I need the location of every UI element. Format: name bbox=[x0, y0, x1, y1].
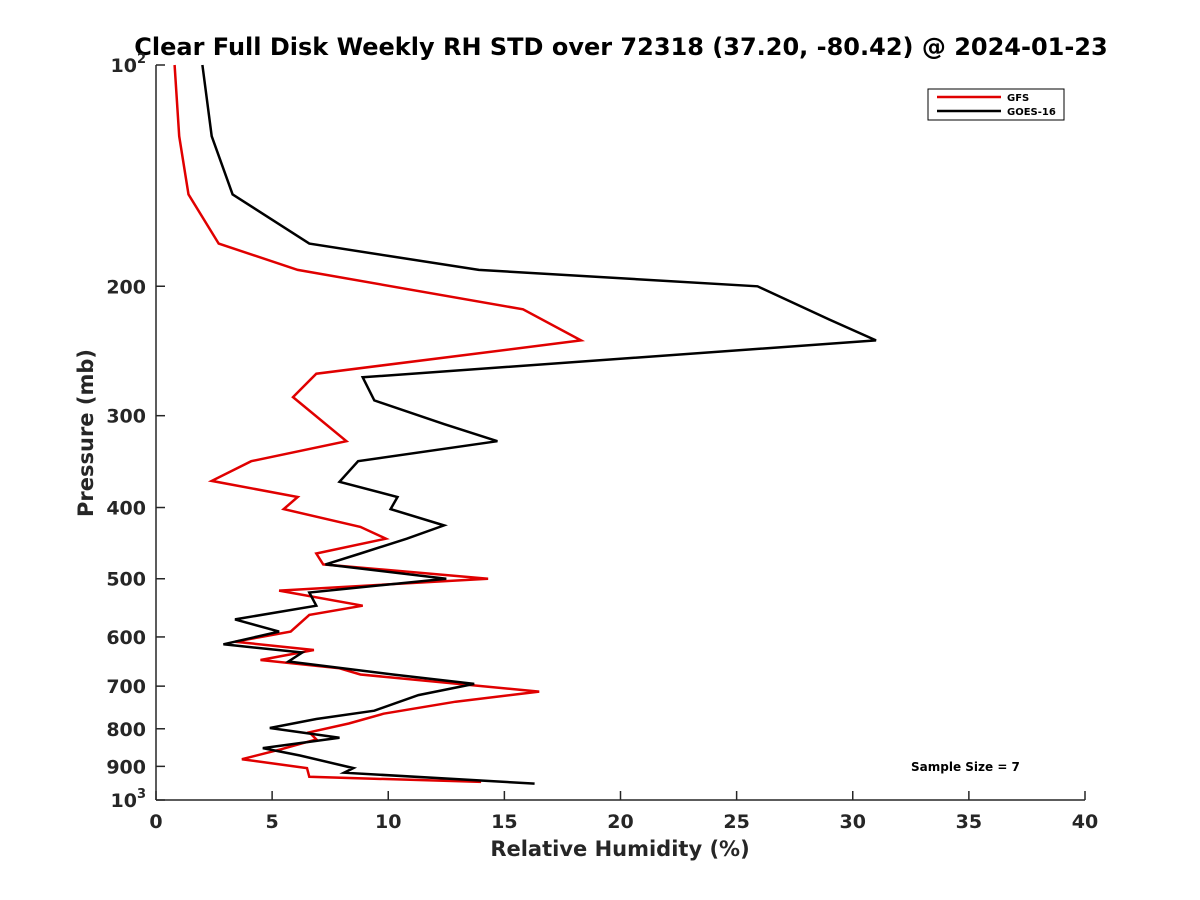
chart-title: Clear Full Disk Weekly RH STD over 72318… bbox=[134, 33, 1107, 61]
y-tick-label: 800 bbox=[106, 719, 146, 741]
x-tick-label: 25 bbox=[723, 811, 749, 833]
y-tick-label: 700 bbox=[106, 676, 146, 698]
series-line-gfs bbox=[173, 64, 586, 784]
x-tick-label: 15 bbox=[491, 811, 517, 833]
series-layer bbox=[173, 64, 877, 785]
y-tick-label: 300 bbox=[106, 406, 146, 428]
x-tick-label: 5 bbox=[266, 811, 279, 833]
y-axis-label: Pressure (mb) bbox=[74, 349, 98, 517]
y-tick-label: 102 bbox=[111, 52, 147, 77]
x-tick-label: 35 bbox=[956, 811, 982, 833]
y-tick-label: 200 bbox=[106, 276, 146, 298]
y-tick-label: 500 bbox=[106, 569, 146, 591]
y-tick-label: 600 bbox=[106, 627, 146, 649]
legend-label-gfs: GFS bbox=[1007, 93, 1029, 104]
y-tick-label: 103 bbox=[111, 787, 147, 812]
x-tick-label: 30 bbox=[840, 811, 866, 833]
x-tick-label: 0 bbox=[149, 811, 162, 833]
x-axis-ticks: 0 5 10 15 20 25 30 35 40 bbox=[149, 791, 1098, 833]
x-tick-label: 20 bbox=[607, 811, 633, 833]
x-tick-label: 10 bbox=[375, 811, 401, 833]
x-tick-label: 40 bbox=[1072, 811, 1098, 833]
y-tick-label: 900 bbox=[106, 756, 146, 778]
y-axis-ticks: 102 200 300 400 500 600 700 800 900 103 bbox=[106, 52, 165, 812]
plot-area bbox=[155, 65, 1085, 801]
legend: GFS GOES-16 bbox=[927, 88, 1065, 121]
series-line-goes-16 bbox=[201, 64, 877, 785]
legend-box bbox=[927, 88, 1065, 121]
x-axis-label: Relative Humidity (%) bbox=[490, 837, 749, 861]
sample-size-annotation: Sample Size = 7 bbox=[911, 760, 1020, 774]
legend-label-goes-16: GOES-16 bbox=[1007, 107, 1056, 118]
y-tick-label: 400 bbox=[106, 498, 146, 520]
